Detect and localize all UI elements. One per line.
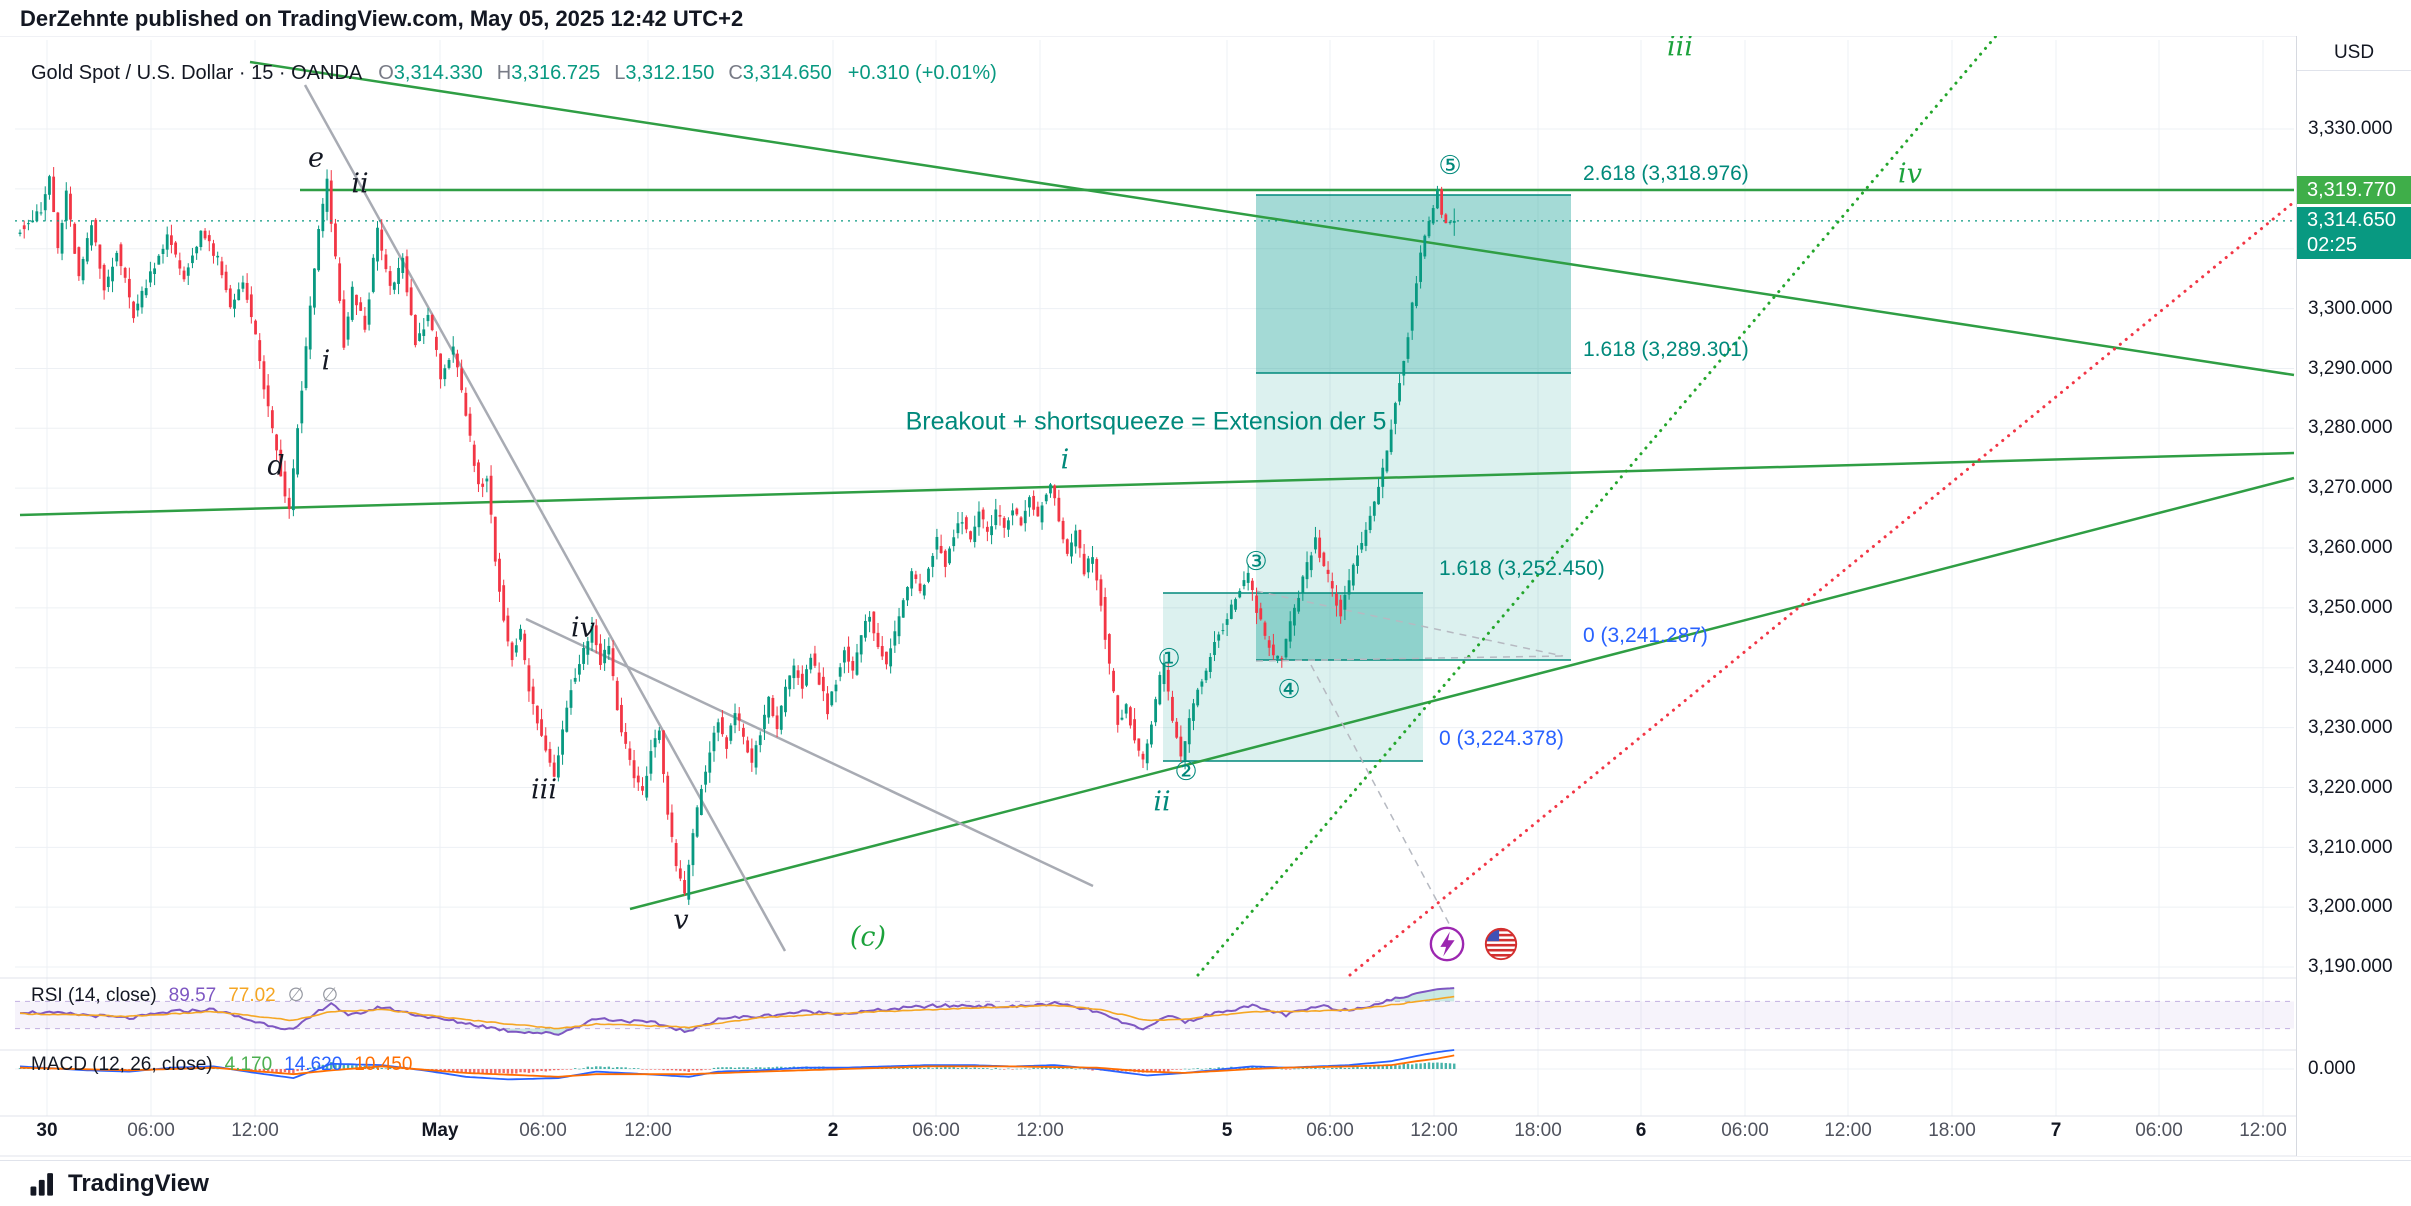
breakout-annotation[interactable]: Breakout + shortsqueeze = Extension der … — [905, 407, 1387, 436]
macd-label-row: MACD (12, 26, close) 4.170 14.620 10.450 — [31, 1054, 412, 1076]
publish-bar: DerZehnte published on TradingView.com, … — [0, 0, 2411, 36]
fib-extension-label[interactable]: 2.618 (3,318.976) — [1583, 162, 1749, 185]
price-scale-label: 3,260.000 — [2308, 537, 2393, 558]
price-scale-label: 3,240.000 — [2308, 657, 2393, 678]
symbol-title[interactable]: Gold Spot / U.S. Dollar · 15 · OANDA — [31, 62, 363, 84]
wave-label[interactable]: ④ — [1277, 675, 1301, 705]
us-flag-sticker-icon[interactable] — [1482, 925, 1520, 963]
price-scale-label: 3,300.000 — [2308, 298, 2393, 319]
lightning-sticker-icon[interactable] — [1428, 925, 1466, 963]
current-price-text: 3,314.650 — [2307, 209, 2396, 231]
price-scale[interactable] — [2296, 36, 2411, 1156]
time-axis-label: 12:00 — [624, 1120, 672, 1141]
time-axis-label: 18:00 — [1928, 1120, 1976, 1141]
wave-label[interactable]: ii — [1153, 786, 1171, 818]
price-scale-label: 3,230.000 — [2308, 717, 2393, 738]
publish-caption: DerZehnte published on TradingView.com, … — [20, 6, 744, 31]
price-scale-label: 3,220.000 — [2308, 777, 2393, 798]
macd-pane — [18, 1049, 1456, 1081]
alert-price-badge: 3,319.770 — [2297, 176, 2411, 204]
price-scale-label: 3,280.000 — [2308, 417, 2393, 438]
candlestick-series — [18, 167, 1456, 905]
symbol-info-row: Gold Spot / U.S. Dollar · 15 · OANDA O3,… — [31, 62, 997, 85]
fib-extension-boxes — [1163, 194, 1571, 762]
wave-label[interactable]: i — [1060, 444, 1070, 476]
time-axis-label: 06:00 — [1721, 1120, 1769, 1141]
time-axis-label: 7 — [2050, 1120, 2062, 1141]
ohlc-values: O3,314.330 H3,316.725 L3,312.150 C3,314.650 — [378, 62, 832, 85]
price-scale-label: 3,270.000 — [2308, 477, 2393, 498]
time-axis-label: 06:00 — [912, 1120, 960, 1141]
wave-label[interactable]: iv — [1898, 158, 1922, 190]
bar-countdown: 02:25 — [2307, 234, 2358, 256]
wave-label[interactable]: iii — [531, 774, 557, 806]
macd-value: 14.620 — [284, 1054, 343, 1075]
time-axis-label: 12:00 — [1016, 1120, 1064, 1141]
macd-indicator-name[interactable]: MACD (12, 26, close) — [31, 1054, 213, 1075]
time-axis-label: May — [421, 1120, 459, 1141]
wave-label[interactable]: ⑤ — [1438, 151, 1462, 181]
time-axis-label: 06:00 — [519, 1120, 567, 1141]
price-scale-currency[interactable]: USD — [2297, 36, 2411, 71]
time-axis-label: 18:00 — [1514, 1120, 1562, 1141]
rsi-ma-value: 77.02 — [228, 984, 276, 1006]
time-axis-label: 6 — [1635, 1120, 1647, 1141]
price-scale-label: 3,200.000 — [2308, 896, 2393, 917]
tradingview-logo-icon[interactable] — [28, 1169, 58, 1199]
wave-label[interactable]: v — [673, 904, 689, 936]
time-axis-label: 12:00 — [231, 1120, 279, 1141]
time-axis-label: 12:00 — [1410, 1120, 1458, 1141]
wave-label[interactable]: e — [308, 142, 324, 174]
fib-extension-label[interactable]: 1.618 (3,252.450) — [1439, 557, 1605, 580]
time-axis-label: 06:00 — [2135, 1120, 2183, 1141]
wave-label[interactable]: ① — [1157, 644, 1181, 674]
alert-price-text: 3,319.770 — [2307, 178, 2396, 201]
rsi-value: 89.57 — [168, 984, 217, 1006]
time-axis-label: 12:00 — [1824, 1120, 1872, 1141]
time-axis-label: 06:00 — [127, 1120, 175, 1141]
wave-label[interactable]: i — [321, 345, 331, 377]
wave-label[interactable]: ② — [1174, 757, 1198, 787]
price-scale-label: 3,290.000 — [2308, 358, 2393, 379]
wave-label[interactable]: d — [267, 450, 285, 482]
fib-extension-label[interactable]: 0 (3,241.287) — [1583, 624, 1708, 647]
macd-zero-label: 0.000 — [2308, 1058, 2356, 1079]
wave-label[interactable]: ii — [351, 168, 369, 200]
footer-bar: TradingView — [0, 1160, 2411, 1206]
wave-label[interactable]: ③ — [1244, 547, 1268, 577]
fib-extension-label[interactable]: 1.618 (3,289.301) — [1583, 338, 1749, 361]
macd-hist-value: 4.170 — [224, 1054, 273, 1075]
time-axis-label: 30 — [36, 1120, 58, 1141]
price-scale-label: 3,210.000 — [2308, 837, 2393, 858]
macd-signal-value: 10.450 — [354, 1054, 413, 1075]
time-axis-label: 12:00 — [2239, 1120, 2287, 1141]
time-axis-label: 2 — [827, 1120, 839, 1141]
current-price-badge: 3,314.650 02:25 — [2297, 207, 2411, 259]
ohlc-L: L3,312.150 — [614, 62, 715, 84]
rsi-indicator-name[interactable]: RSI (14, close) — [31, 984, 157, 1006]
tradingview-wordmark[interactable]: TradingView — [68, 1169, 209, 1197]
price-scale-label: 3,190.000 — [2308, 956, 2393, 977]
time-axis-label: 06:00 — [1306, 1120, 1354, 1141]
rsi-hidden-sources-icon: ∅ ∅ — [287, 985, 345, 1006]
time-axis[interactable] — [0, 1116, 2411, 1156]
price-scale-label: 3,330.000 — [2308, 118, 2393, 139]
wave-label[interactable]: (c) — [849, 921, 887, 953]
price-change-value: +0.310 (+0.01%) — [847, 62, 997, 84]
trend-lines — [19, 14, 2296, 977]
ohlc-O: O3,314.330 — [378, 62, 483, 84]
fib-extension-label[interactable]: 0 (3,224.378) — [1439, 727, 1564, 750]
ohlc-C: C3,314.650 — [728, 62, 832, 84]
ohlc-H: H3,316.725 — [496, 62, 601, 84]
time-axis-label: 5 — [1221, 1120, 1233, 1141]
rsi-label-row: RSI (14, close) 89.57 77.02 ∅ ∅ — [31, 984, 344, 1007]
price-scale-label: 3,250.000 — [2308, 597, 2393, 618]
rsi-pane — [15, 987, 2294, 1036]
wave-label[interactable]: iv — [571, 612, 595, 644]
wave-label[interactable]: iii — [1667, 31, 1693, 63]
